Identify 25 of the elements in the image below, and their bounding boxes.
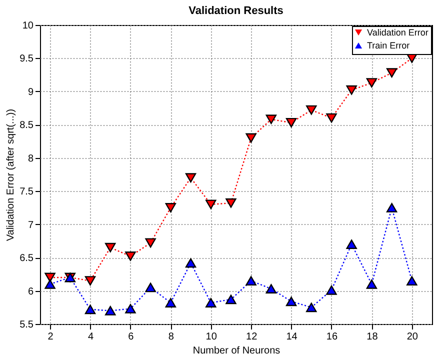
x-tick-label: 4 — [88, 332, 94, 342]
legend-label: Train Error — [367, 40, 410, 50]
x-tick-label: 16 — [326, 332, 338, 342]
x-tick-label: 2 — [48, 332, 54, 342]
y-tick-label: 7 — [28, 220, 34, 231]
y-axis-title: Validation Error (after sqrt(...)) — [6, 108, 17, 242]
y-tick-label: 10 — [22, 20, 34, 32]
legend-label: Validation Error — [367, 28, 428, 38]
y-tick-label: 7.5 — [20, 186, 34, 198]
x-tick-label: 8 — [168, 332, 174, 342]
y-tick-label: 8.5 — [20, 120, 34, 132]
y-tick-label: 8 — [28, 153, 34, 164]
x-tick-label: 20 — [406, 332, 418, 342]
chart-title: Validation Results — [188, 5, 284, 17]
y-tick-label: 5.5 — [20, 320, 34, 330]
x-tick-label: 14 — [286, 332, 298, 342]
x-tick-label: 12 — [246, 332, 258, 342]
y-tick-label: 6.5 — [20, 253, 34, 264]
x-tick-label: 18 — [366, 332, 378, 342]
y-tick-label: 9.5 — [20, 54, 34, 65]
x-axis-title: Number of Neurons — [192, 346, 280, 356]
x-tick-label: 10 — [206, 332, 218, 342]
y-tick-label: 6 — [28, 286, 34, 298]
x-tick-label: 6 — [128, 332, 134, 342]
y-tick-label: 9 — [28, 86, 34, 98]
